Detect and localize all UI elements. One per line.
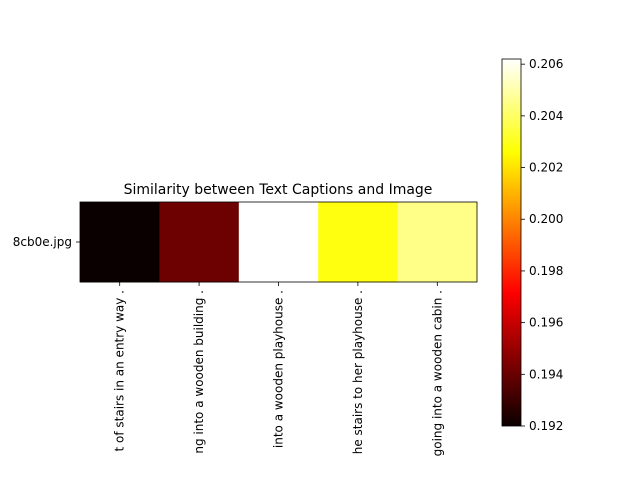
y-axis: 8cb0e.jpg — [13, 235, 80, 249]
x-tick-label: he stairs to her playhouse . — [351, 290, 365, 454]
heatmap-cell — [80, 202, 160, 283]
colorbar-tick-label: 0.202 — [529, 161, 563, 175]
colorbar: 0.192 0.194 0.196 0.198 0.200 0.202 0.204 0.206 — [501, 57, 563, 433]
heatmap-cell — [318, 202, 398, 283]
colorbar-tick-label: 0.194 — [529, 367, 563, 381]
colorbar-tick-label: 0.192 — [529, 419, 563, 433]
heatmap-cell — [397, 202, 478, 283]
heatmap-cell — [238, 202, 319, 283]
chart-title: Similarity between Text Captions and Ima… — [124, 182, 433, 198]
colorbar-gradient — [501, 58, 522, 427]
x-tick-label: t of stairs in an entry way . — [113, 290, 127, 452]
y-tick-label: 8cb0e.jpg — [13, 235, 72, 249]
heatmap-cell — [159, 202, 240, 283]
colorbar-tick-label: 0.206 — [529, 57, 563, 71]
colorbar-tick-label: 0.198 — [529, 264, 563, 278]
x-tick-label: into a wooden playhouse . — [272, 290, 286, 448]
x-axis: t of stairs in an entry way . ng into a w… — [113, 282, 444, 456]
colorbar-tick-label: 0.196 — [529, 316, 563, 330]
x-tick-label: ng into a wooden building . — [192, 290, 206, 454]
colorbar-tick-label: 0.200 — [529, 212, 563, 226]
heatmap-plot-area: t of stairs in an entry way . ng into a w… — [13, 201, 478, 456]
x-tick-label: going into a wooden cabin . — [430, 290, 444, 456]
colorbar-tick-label: 0.204 — [529, 109, 563, 123]
